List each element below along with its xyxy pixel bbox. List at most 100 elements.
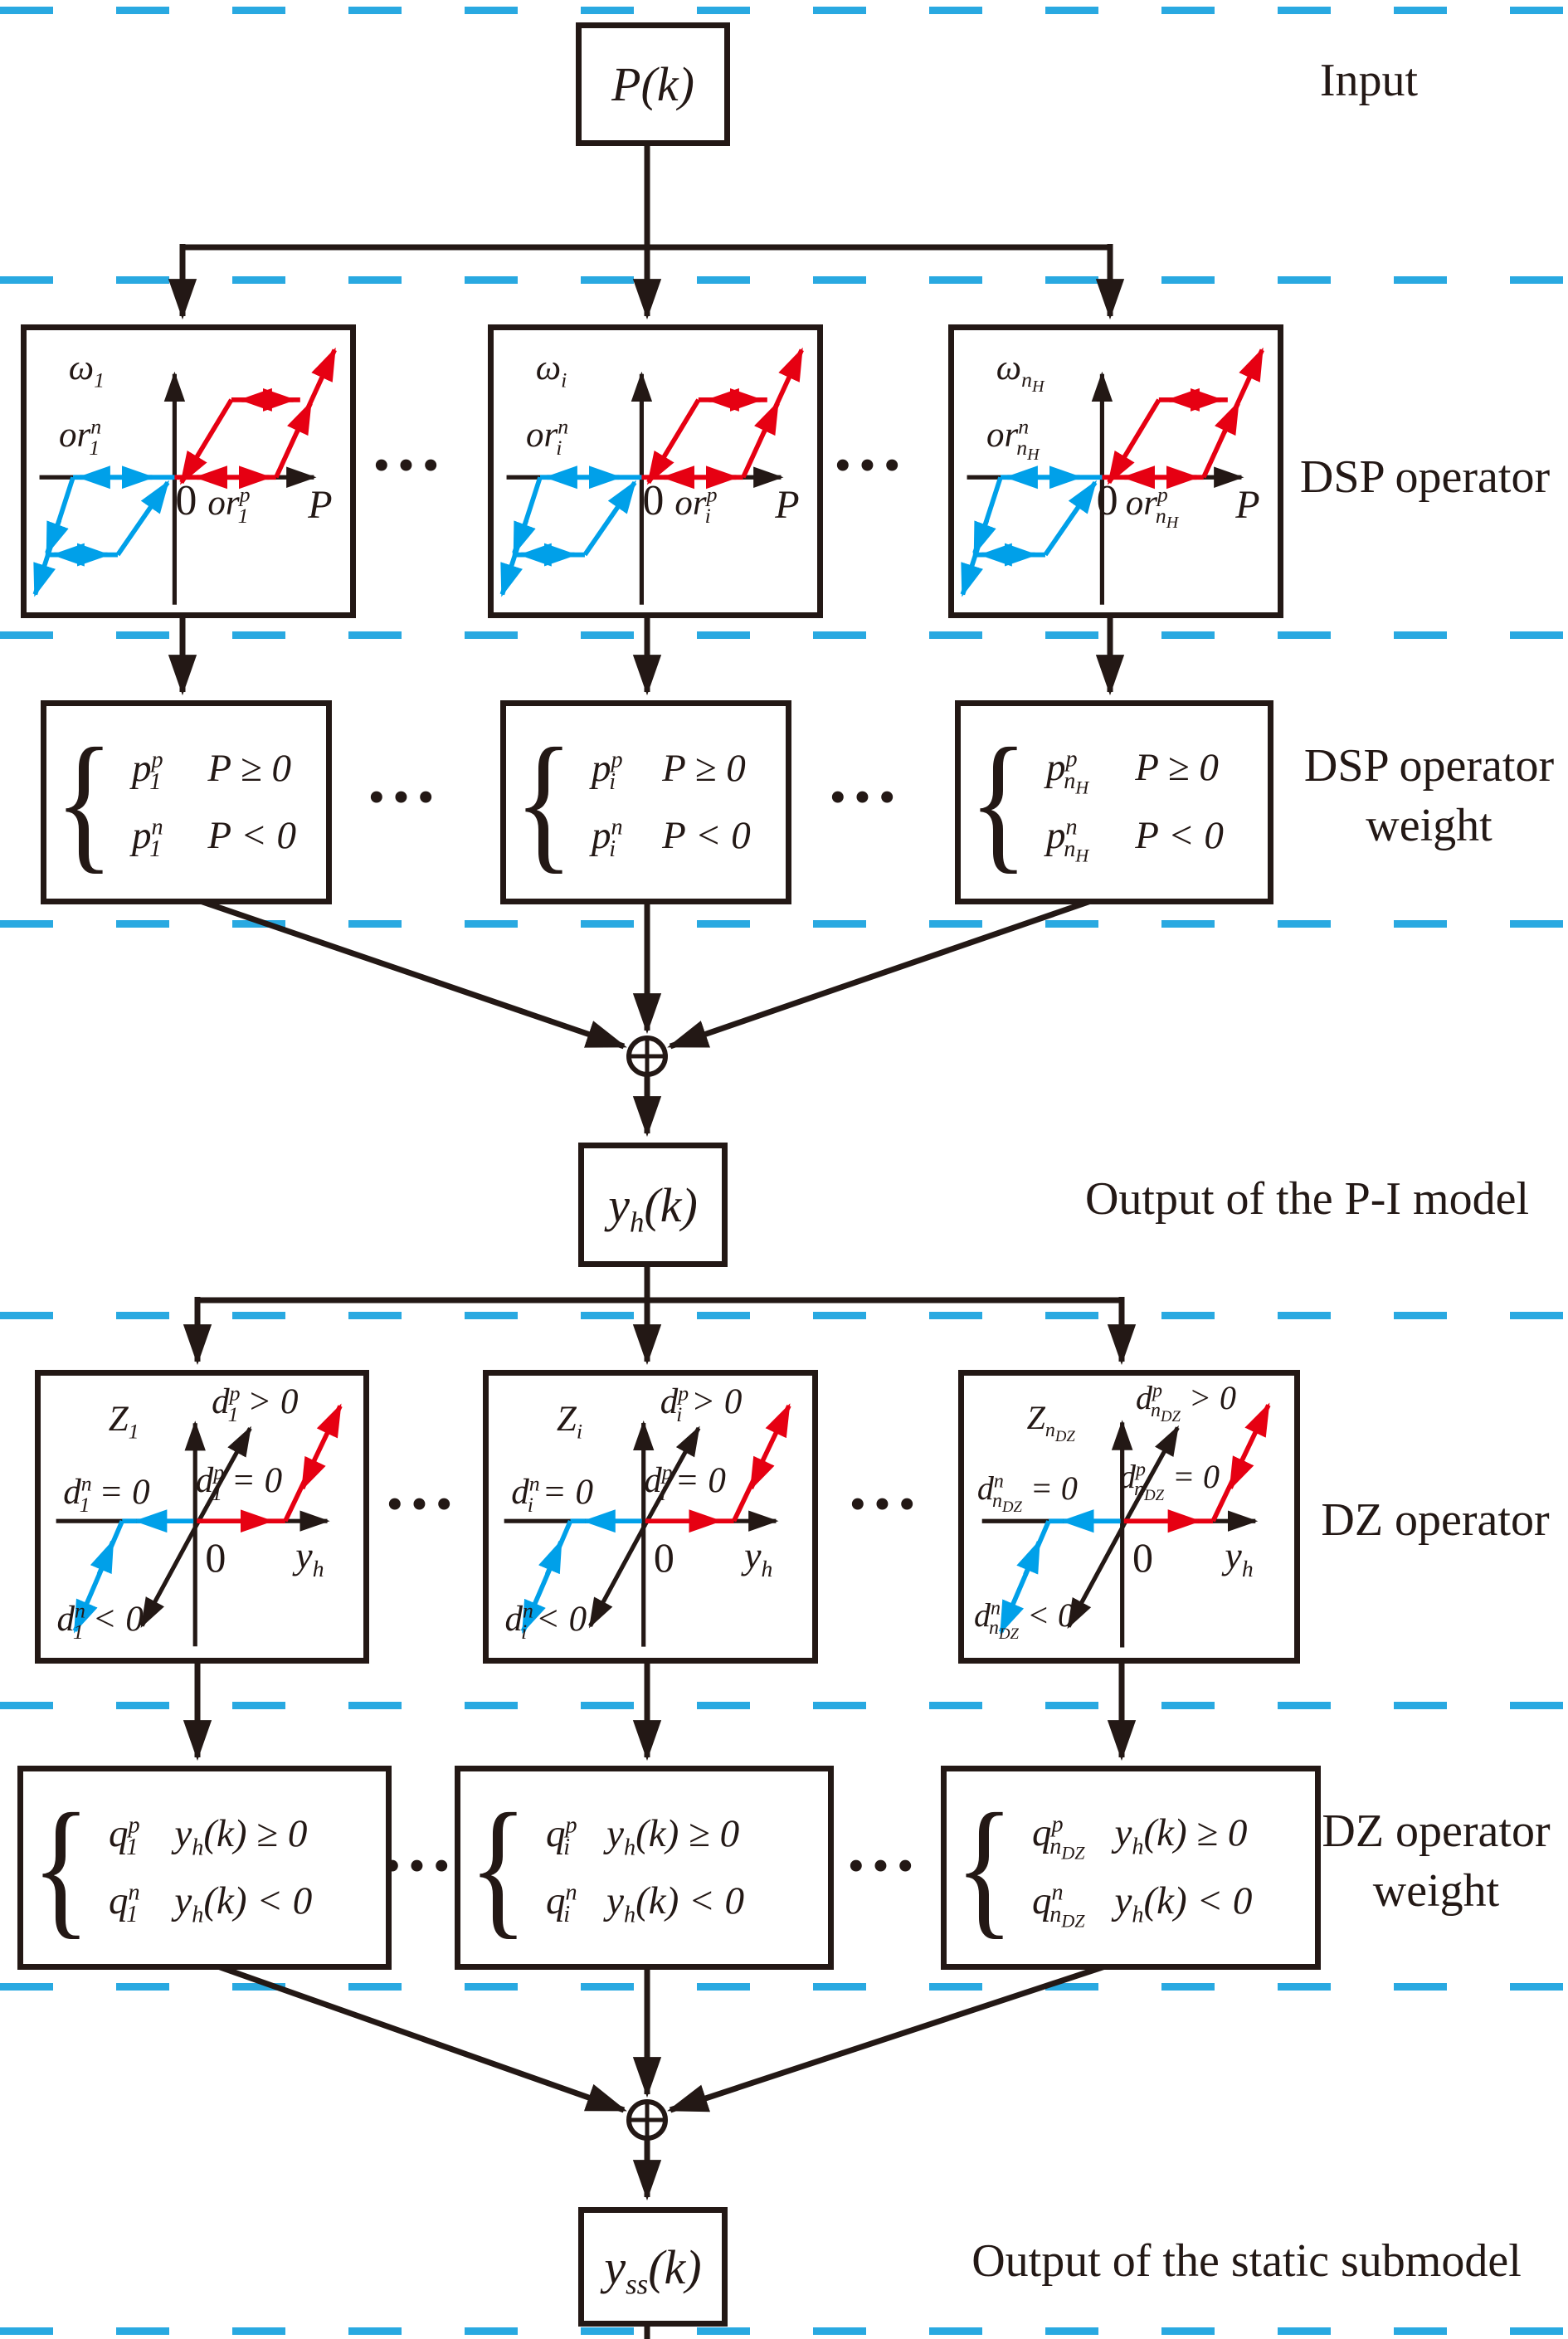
pi-output-box: yh(k) [578, 1143, 728, 1267]
cond-neg: yh(k) < 0 [1114, 1879, 1253, 1928]
label-line-2: weight [1372, 1864, 1500, 1917]
section-label-static-output: Output of the static submodel [971, 2235, 1522, 2287]
input-box: P(k) [576, 22, 730, 146]
dashed-separator-8 [0, 2327, 1568, 2335]
cond-pos: P ≥ 0 [1135, 745, 1219, 789]
brace: { [469, 1782, 528, 1953]
dz-deadzone-plot [56, 1403, 343, 1647]
y-axis-label: Z1 [108, 1399, 139, 1444]
cond-pos: yh(k) ≥ 0 [174, 1812, 308, 1861]
weight-pos: qpnDZ [1032, 1810, 1085, 1864]
weight-neg: qni [546, 1879, 577, 1928]
dsp-weight-box-3: { ppnH P ≥ 0 pnnH P < 0 [955, 700, 1273, 904]
x-axis-label: yh [744, 1533, 773, 1581]
weight-neg: pnnH [1046, 814, 1089, 867]
pos-radius-label: orpi [674, 482, 718, 528]
dsp-hysteresis-plot [499, 347, 804, 605]
dsp-operator-box-2: ωi orni 0 orpi P [488, 324, 823, 618]
section-label-pi-output: Output of the P-I model [1084, 1173, 1530, 1225]
weight-neg: pni [592, 814, 623, 863]
weight-pos: ppnH [1046, 745, 1089, 798]
weight-neg: pn1 [132, 814, 163, 863]
static-output-label: yss(k) [604, 2239, 702, 2301]
y-axis-label: ωi [535, 348, 567, 392]
dz-weight-box-2: { qpi yh(k) ≥ 0 qni yh(k) < 0 [455, 1766, 834, 1970]
y-axis-label: ZnDZ [1026, 1398, 1075, 1445]
pos-radius-label: orp1 [207, 482, 251, 528]
weight-neg: qnnDZ [1032, 1879, 1085, 1932]
cond-pos: yh(k) ≥ 0 [1114, 1810, 1248, 1860]
dashed-separator-1 [0, 7, 1568, 14]
cond-pos: P ≥ 0 [207, 747, 292, 790]
weight-pos: ppi [592, 747, 623, 796]
weight-pos: qpi [546, 1812, 577, 1861]
pos-radius-label: orpnH [1125, 482, 1179, 532]
cond-neg: P < 0 [207, 814, 296, 857]
deadzone-neg-lt-label: dnnDZ < 0 [973, 1596, 1074, 1643]
origin-label: 0 [1132, 1533, 1153, 1581]
brace: { [514, 717, 574, 888]
brace: { [969, 717, 1029, 888]
deadzone-neg-eq-label: dn1 = 0 [63, 1471, 150, 1517]
x-axis-label: P [308, 483, 333, 527]
dsp-hysteresis-plot [960, 347, 1264, 605]
cond-neg: yh(k) < 0 [174, 1879, 313, 1928]
dashed-separator-6 [0, 1702, 1568, 1709]
x-axis-label: P [1235, 483, 1260, 527]
neg-radius-label: orni [526, 415, 569, 460]
cond-pos: yh(k) ≥ 0 [606, 1812, 740, 1861]
cond-pos: P ≥ 0 [662, 747, 746, 790]
label-line-1: DZ operator [1322, 1805, 1551, 1857]
pi-output-label: yh(k) [608, 1177, 698, 1239]
input-box-label: P(k) [611, 57, 694, 111]
dashed-separator-5 [0, 1312, 1568, 1319]
dz-operator-box-1: Z1 dp1 > 0 dp1 = 0 dn1 = 0 dn1 < 0 0 yh [35, 1370, 369, 1664]
dashed-separator-4 [0, 920, 1568, 928]
dashed-separator-2 [0, 276, 1568, 284]
y-axis-label: ωnH [996, 348, 1045, 397]
dsp-operator-box-3: ωnH ornnH 0 orpnH P [948, 324, 1283, 618]
brace: { [32, 1782, 91, 1953]
deadzone-pos-eq-label: dpnDZ = 0 [1119, 1458, 1220, 1504]
x-axis-label: P [775, 483, 800, 527]
deadzone-pos-eq-label: dp1 = 0 [195, 1460, 283, 1505]
label-line-2: weight [1366, 799, 1493, 851]
weight-neg: qn1 [109, 1879, 140, 1928]
origin-label: 0 [1096, 477, 1118, 525]
deadzone-pos-gt-label: dpnDZ > 0 [1135, 1378, 1236, 1425]
dashed-separator-7 [0, 1983, 1568, 1991]
dz-weight-box-3: { qpnDZ yh(k) ≥ 0 qnnDZ yh(k) < 0 [941, 1766, 1321, 1970]
section-label-input: Input [1319, 55, 1419, 106]
dz-operator-box-3: ZnDZ dpnDZ > 0 dpnDZ = 0 dnnDZ = 0 dnnDZ… [958, 1370, 1300, 1664]
brace: { [55, 717, 114, 888]
dashed-separator-3 [0, 631, 1568, 639]
x-axis-label: yh [1225, 1533, 1254, 1581]
deadzone-neg-lt-label: dn1 < 0 [56, 1598, 144, 1644]
cond-neg: P < 0 [1135, 814, 1224, 857]
weight-pos: pp1 [132, 747, 163, 796]
x-axis-label: yh [295, 1533, 324, 1581]
origin-label: 0 [642, 477, 665, 525]
deadzone-pos-gt-label: dp1 > 0 [212, 1381, 299, 1426]
section-label-dz-weight: DZ operator weight [1304, 1802, 1568, 1921]
dz-operator-box-2: Zi dpi > 0 dpi = 0 dni = 0 dni < 0 0 yh [483, 1370, 818, 1664]
cond-neg: P < 0 [662, 814, 751, 857]
origin-label: 0 [205, 1533, 226, 1581]
dsp-operator-box-1: ω1 orn1 0 orp1 P [21, 324, 356, 618]
dz-deadzone-plot [504, 1403, 791, 1647]
dz-weight-box-1: { qp1 yh(k) ≥ 0 qn1 yh(k) < 0 [17, 1766, 392, 1970]
deadzone-neg-eq-label: dnnDZ = 0 [976, 1469, 1078, 1516]
dsp-hysteresis-plot [32, 347, 337, 605]
dsp-weight-box-2: { ppi P ≥ 0 pni P < 0 [500, 700, 791, 904]
dz-deadzone-plot [981, 1402, 1271, 1648]
y-axis-label: ω1 [68, 348, 105, 392]
neg-radius-label: orn1 [59, 415, 102, 460]
origin-label: 0 [175, 477, 197, 525]
deadzone-pos-gt-label: dpi > 0 [660, 1381, 743, 1426]
dsp-weight-box-1: { pp1 P ≥ 0 pn1 P < 0 [41, 700, 332, 904]
cond-neg: yh(k) < 0 [606, 1879, 744, 1928]
label-line-1: DSP operator [1303, 740, 1555, 792]
brace: { [955, 1782, 1015, 1953]
